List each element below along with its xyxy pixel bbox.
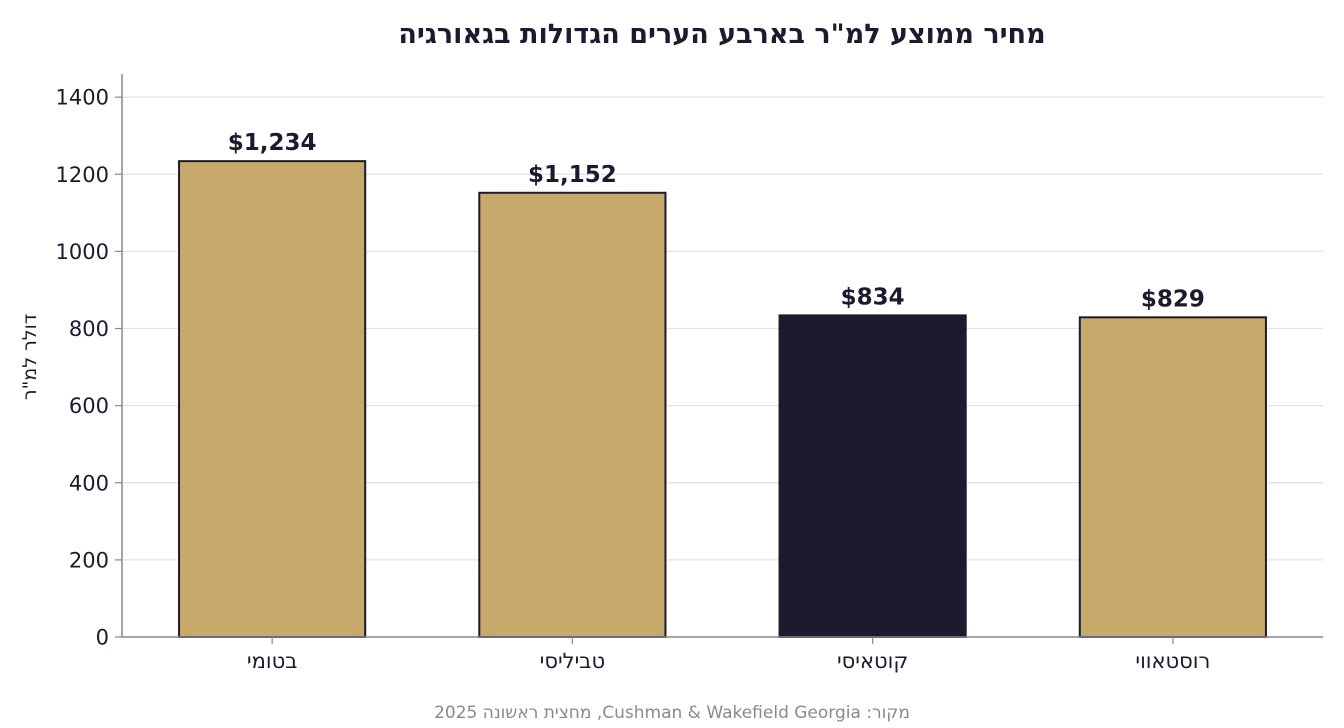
y-tick-label: 1400 — [56, 86, 109, 110]
bars — [178, 160, 1267, 638]
y-tick-label: 800 — [69, 317, 109, 341]
bar — [1078, 316, 1267, 638]
bar — [778, 314, 967, 638]
data-label: $1,234 — [228, 130, 317, 156]
y-tick-label: 0 — [96, 626, 109, 650]
data-label: $829 — [1141, 286, 1205, 312]
y-axis-label: דולר למ"ר — [19, 314, 41, 400]
x-tick-label: בטומי — [247, 649, 297, 673]
y-ticks: 0 200 400 600 800 1000 1200 1400 — [56, 86, 122, 650]
x-tick-label: רוסטאווי — [1135, 649, 1210, 673]
bar — [178, 160, 367, 638]
y-tick-label: 1000 — [56, 240, 109, 264]
data-label: $1,152 — [528, 162, 617, 188]
chart-title: מחיר ממוצע למ"ר בארבע הערים הגדולות בגאו… — [398, 19, 1045, 50]
source-note: מקור: Cushman & Wakefield Georgia, מחצית… — [434, 703, 910, 723]
x-tick-label: טביליסי — [540, 649, 605, 673]
y-tick-label: 400 — [69, 471, 109, 495]
data-label: $834 — [841, 284, 905, 310]
x-tick-label: קוטאיסי — [837, 649, 908, 673]
y-tick-label: 1200 — [56, 163, 109, 187]
y-tick-label: 600 — [69, 394, 109, 418]
x-ticks: בטומי טביליסי קוטאיסי רוסטאווי — [247, 637, 1210, 673]
axes — [121, 74, 1323, 638]
data-labels: $1,234 $1,152 $834 $829 — [228, 130, 1205, 312]
y-tick-label: 200 — [69, 548, 109, 572]
bar — [478, 191, 667, 638]
